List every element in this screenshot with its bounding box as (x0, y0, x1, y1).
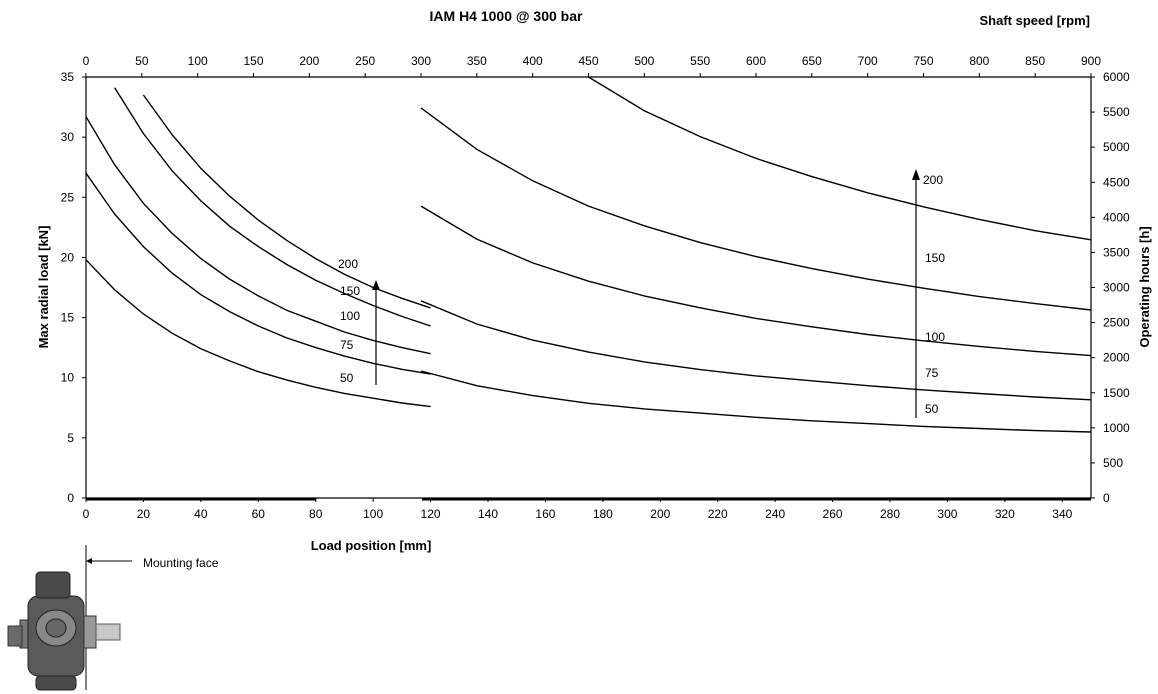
bottom-tick-label: 280 (880, 507, 900, 521)
left-tick-label: 15 (61, 311, 75, 325)
chart-title: IAM H4 1000 @ 300 bar (430, 8, 583, 24)
bottom-tick-label: 40 (194, 507, 208, 521)
load-curve-label-75: 75 (340, 338, 354, 352)
load-curve-label-150: 150 (340, 284, 360, 298)
bottom-tick-label: 60 (252, 507, 266, 521)
load-curve-label-200: 200 (338, 257, 358, 271)
left-tick-label: 20 (61, 250, 75, 264)
right-tick-label: 5000 (1103, 140, 1130, 154)
bottom-tick-label: 140 (478, 507, 498, 521)
bottom-tick-label: 220 (708, 507, 728, 521)
motor-image (7, 571, 121, 691)
load-curve-label-100: 100 (340, 309, 360, 323)
hour-curve-label-75: 75 (925, 366, 939, 380)
left-axis-title: Max radial load [kN] (36, 226, 51, 349)
hour-curve-100 (420, 205, 1092, 357)
right-tick-label: 1500 (1103, 386, 1130, 400)
hour-curve-label-50: 50 (925, 402, 939, 416)
top-tick-label: 450 (578, 54, 598, 68)
hour-curve-label-200: 200 (923, 173, 943, 187)
hour-curve-label-150: 150 (925, 251, 945, 265)
hour-curve-label-100: 100 (925, 330, 945, 344)
top-tick-label: 400 (523, 54, 543, 68)
top-tick-label: 50 (135, 54, 149, 68)
top-tick-label: 250 (355, 54, 375, 68)
bottom-tick-label: 320 (995, 507, 1015, 521)
bottom-tick-label: 160 (535, 507, 555, 521)
curve-labels: 50 75 100 150 200 200 150 100 75 50 (338, 173, 945, 416)
top-tick-label: 550 (690, 54, 710, 68)
left-tick-label: 0 (67, 491, 74, 505)
hour-curve-75 (420, 300, 1092, 401)
right-axis-ticks: 0 500 1000 1500 2000 2500 3000 3500 4000 4500 5000… (1091, 70, 1130, 505)
bottom-tick-label: 200 (650, 507, 670, 521)
bottom-tick-label: 300 (937, 507, 957, 521)
bottom-tick-label: 120 (421, 507, 441, 521)
left-tick-label: 10 (61, 371, 75, 385)
top-tick-label: 300 (411, 54, 431, 68)
right-tick-label: 4500 (1103, 175, 1130, 189)
hour-curve-50 (420, 370, 1092, 433)
left-axis-ticks: 0 5 10 15 20 25 30 35 (61, 70, 86, 505)
hours-increase-arrow (912, 169, 920, 418)
right-axis-title: Operating hours [h] (1137, 226, 1152, 347)
right-tick-label: 5500 (1103, 105, 1130, 119)
right-tick-label: 500 (1103, 456, 1123, 470)
top-tick-label: 600 (746, 54, 766, 68)
right-tick-label: 3000 (1103, 281, 1130, 295)
left-tick-label: 30 (61, 130, 75, 144)
bottom-tick-label: 260 (823, 507, 843, 521)
right-tick-label: 3500 (1103, 245, 1130, 259)
hour-curve-200 (588, 76, 1092, 241)
bottom-tick-label: 80 (309, 507, 323, 521)
load-curve-150 (114, 87, 431, 327)
mounting-face-label: Mounting face (143, 556, 219, 570)
top-axis-ticks: 0 50 100 150 200 250 300 350 400 450 500 550 600 650 7… (83, 54, 1101, 77)
top-tick-label: 750 (913, 54, 933, 68)
load-increase-arrow (372, 280, 380, 385)
bottom-axis-title: Load position [mm] (311, 538, 432, 553)
mounting-face-indicator: Mounting face (85, 545, 219, 690)
top-tick-label: 200 (299, 54, 319, 68)
top-tick-label: 850 (1025, 54, 1045, 68)
right-tick-label: 1000 (1103, 421, 1130, 435)
top-tick-label: 650 (802, 54, 822, 68)
bottom-axis-ticks: 0 20 40 60 80 100 120 140 160 180 200 220 240 260 280 3… (83, 498, 1073, 521)
top-tick-label: 900 (1081, 54, 1101, 68)
load-curve-200 (142, 94, 431, 309)
load-curve-100 (85, 116, 431, 355)
left-tick-label: 5 (67, 431, 74, 445)
right-tick-label: 6000 (1103, 70, 1130, 84)
left-tick-label: 35 (61, 70, 75, 84)
axes (85, 76, 1092, 501)
top-tick-label: 350 (467, 54, 487, 68)
top-tick-label: 100 (188, 54, 208, 68)
top-tick-label: 500 (634, 54, 654, 68)
bottom-tick-label: 20 (137, 507, 151, 521)
bottom-tick-label: 100 (363, 507, 383, 521)
bottom-tick-label: 240 (765, 507, 785, 521)
right-tick-label: 0 (1103, 491, 1110, 505)
bottom-tick-label: 180 (593, 507, 613, 521)
right-tick-label: 4000 (1103, 210, 1130, 224)
top-tick-label: 700 (858, 54, 878, 68)
right-tick-label: 2500 (1103, 316, 1130, 330)
bottom-tick-label: 0 (83, 507, 90, 521)
right-tick-label: 2000 (1103, 351, 1130, 365)
top-tick-label: 0 (83, 54, 90, 68)
top-tick-label: 150 (243, 54, 263, 68)
operating-hour-curves (420, 76, 1092, 433)
top-tick-label: 800 (969, 54, 989, 68)
hour-curve-150 (420, 107, 1092, 311)
load-curve-label-50: 50 (340, 371, 354, 385)
bottom-tick-label: 340 (1052, 507, 1072, 521)
left-tick-label: 25 (61, 190, 75, 204)
load-curve-75 (85, 172, 431, 375)
load-curve-50 (85, 259, 431, 408)
top-axis-title: Shaft speed [rpm] (979, 13, 1090, 28)
load-curves (85, 87, 431, 408)
